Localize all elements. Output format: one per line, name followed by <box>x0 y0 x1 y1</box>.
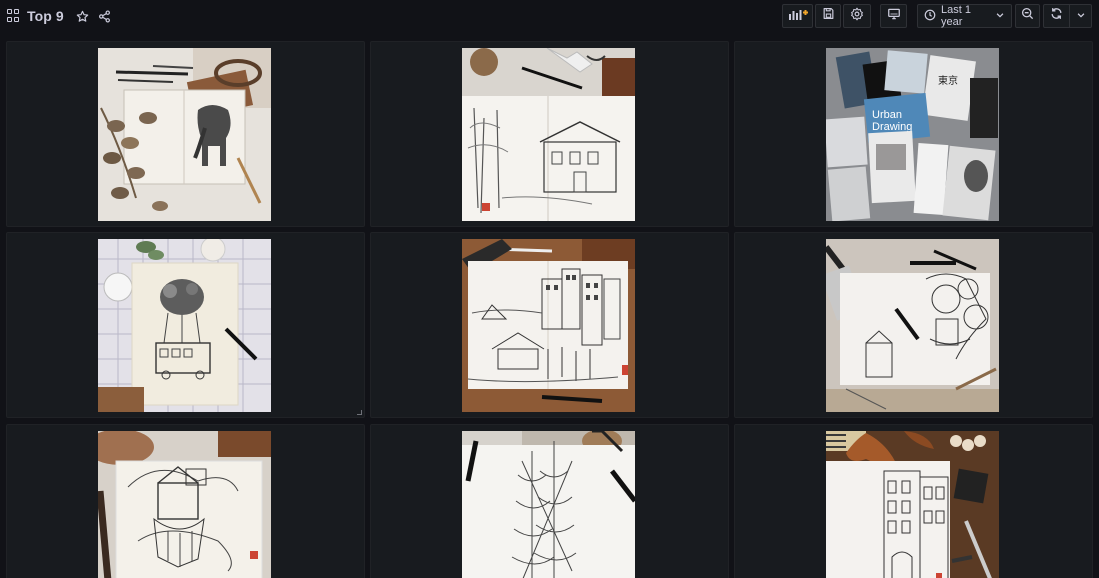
time-range-picker[interactable]: Last 1 year <box>917 4 1012 28</box>
zoom-out-icon <box>1021 7 1034 25</box>
refresh-button[interactable] <box>1043 4 1070 28</box>
panel-image-balloon-bus <box>98 239 271 412</box>
book-title-drawing: Drawing <box>872 121 912 133</box>
panel-resize-handle[interactable] <box>357 410 362 415</box>
image-panel-7[interactable] <box>6 424 365 578</box>
panel-image-floating-house <box>98 431 271 578</box>
image-panel-8[interactable] <box>370 424 729 578</box>
time-range-label: Last 1 year <box>941 4 971 28</box>
dashboard-grid-icon[interactable] <box>7 9 21 23</box>
panel-image-sailing-ship <box>462 431 635 578</box>
image-panel-6[interactable] <box>734 232 1093 418</box>
panel-image-house-sketchbook <box>462 48 635 221</box>
image-panel-3[interactable]: 東京 Urban Drawing <box>734 41 1093 227</box>
panel-image-books-urban-drawing: 東京 Urban Drawing <box>826 48 999 221</box>
title-area: Top 9 <box>7 6 119 26</box>
zoom-out-button[interactable] <box>1015 4 1040 28</box>
image-panel-5[interactable] <box>370 232 729 418</box>
dashboard-settings-button[interactable] <box>843 4 871 28</box>
tv-mode-button[interactable] <box>880 4 907 28</box>
dashboard-header: Top 9 Last 1 year <box>0 0 1099 32</box>
save-icon <box>822 7 835 25</box>
panel-image-doodle-collage <box>826 239 999 412</box>
save-dashboard-button[interactable] <box>815 4 841 28</box>
monitor-icon <box>887 7 901 26</box>
panel-image-elephant-sketchbook <box>98 48 271 221</box>
refresh-interval-dropdown[interactable] <box>1069 4 1092 28</box>
image-panel-9[interactable] <box>734 424 1093 578</box>
panel-image-building-facade <box>826 431 999 578</box>
chevron-down-icon <box>995 10 1005 23</box>
dashboard-title[interactable]: Top 9 <box>27 8 64 24</box>
svg-text:東京: 東京 <box>938 74 958 87</box>
image-panel-4[interactable] <box>6 232 365 418</box>
book-title-urban: Urban <box>872 109 902 121</box>
add-panel-button[interactable] <box>782 4 813 28</box>
image-panel-2[interactable] <box>370 41 729 227</box>
refresh-icon <box>1050 7 1063 25</box>
add-panel-icon <box>788 7 808 26</box>
chevron-down-icon <box>1076 7 1086 25</box>
image-panel-1[interactable] <box>6 41 365 227</box>
clock-icon <box>924 9 936 24</box>
star-icon[interactable] <box>75 8 91 24</box>
share-icon[interactable] <box>97 8 113 24</box>
panel-image-city-harbor <box>462 239 635 412</box>
gear-icon <box>850 7 864 26</box>
